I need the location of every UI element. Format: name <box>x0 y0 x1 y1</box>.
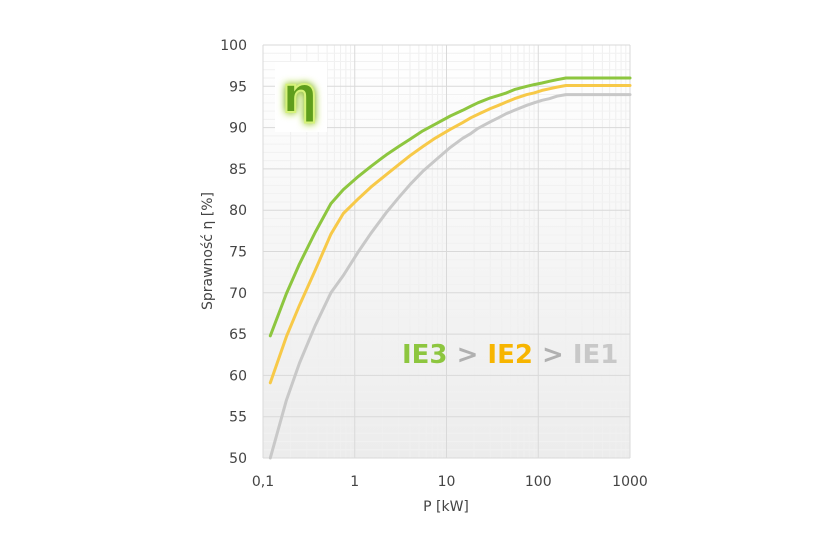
x-tick-label: 0,1 <box>252 474 274 490</box>
y-tick-label: 95 <box>229 79 247 95</box>
y-tick-labels: 50 55 60 65 70 75 80 85 90 95 100 <box>220 38 247 467</box>
y-tick-label: 85 <box>229 162 247 178</box>
series-ie1-line <box>268 93 632 460</box>
y-tick-label: 75 <box>229 245 247 261</box>
y-axis-label: Sprawność η [%] <box>200 192 216 310</box>
annotation-ie1: IE1 <box>573 340 619 370</box>
eta-symbol-badge: η <box>275 62 327 132</box>
x-tick-label: 10 <box>438 474 456 490</box>
y-tick-label: 60 <box>229 368 247 384</box>
x-tick-label: 100 <box>525 474 552 490</box>
y-tick-label: 50 <box>229 451 247 467</box>
series-lines <box>268 76 632 460</box>
eta-symbol: η <box>282 66 318 124</box>
x-tick-label: 1 <box>350 474 359 490</box>
x-tick-label: 1000 <box>612 474 648 490</box>
y-tick-label: 70 <box>229 286 247 302</box>
series-ie2-line <box>268 84 632 385</box>
y-tick-label: 80 <box>229 203 247 219</box>
annotation-ie2: IE2 <box>487 340 533 370</box>
y-tick-label: 90 <box>229 121 247 137</box>
y-tick-label: 55 <box>229 410 247 426</box>
series-ie3-line <box>268 76 632 338</box>
annotation-ie3: IE3 <box>402 340 448 370</box>
annotation-gt-2: > <box>533 340 573 370</box>
annotation-gt-1: > <box>448 340 488 370</box>
y-tick-label: 65 <box>229 327 247 343</box>
x-axis-label: P [kW] <box>423 499 469 515</box>
x-tick-labels: 0,1 1 10 100 1000 <box>252 474 648 490</box>
y-tick-label: 100 <box>220 38 247 54</box>
efficiency-class-annotation: IE3 > IE2 > IE1 <box>402 340 618 370</box>
